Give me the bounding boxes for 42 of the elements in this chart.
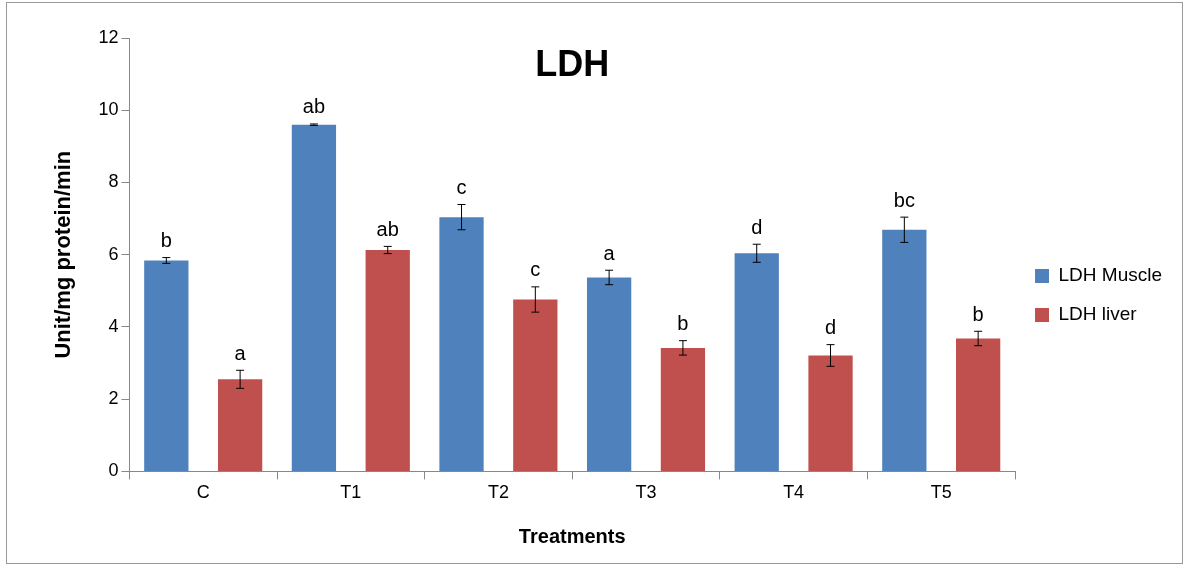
x-tick-label: C <box>196 482 210 503</box>
bar <box>291 124 337 471</box>
bar <box>586 277 632 471</box>
bar <box>882 229 927 471</box>
y-tick-label: 12 <box>98 26 119 47</box>
data-label: d <box>824 316 837 339</box>
bar <box>144 260 189 471</box>
y-tick-label: 8 <box>108 171 119 192</box>
data-label: b <box>160 229 172 252</box>
bar <box>439 217 484 471</box>
x-axis-title: Treatments <box>518 524 626 547</box>
bar <box>734 253 779 471</box>
data-label: a <box>603 241 616 264</box>
y-axis-title: Unit/mg protein/min <box>50 150 76 359</box>
y-tick-label: 10 <box>98 99 119 120</box>
legend-label: LDH Muscle <box>1058 264 1163 286</box>
chart-title: LDH <box>535 42 610 84</box>
x-tick-label: T4 <box>783 482 805 503</box>
legend-label: LDH liver <box>1058 303 1138 325</box>
y-tick-label: 0 <box>108 460 119 481</box>
x-tick-label: T1 <box>340 482 362 503</box>
bar <box>955 338 1001 471</box>
y-tick-label: 4 <box>108 315 119 336</box>
data-label: b <box>972 302 984 325</box>
data-label: d <box>751 215 763 238</box>
data-label: ab <box>302 95 326 118</box>
x-tick-label: T2 <box>487 482 509 503</box>
bar <box>217 379 263 471</box>
x-tick-label: T3 <box>635 482 657 503</box>
data-label: c <box>530 258 541 281</box>
bar <box>808 355 853 471</box>
bar <box>660 347 706 471</box>
bar <box>365 250 410 471</box>
x-tick-label: T5 <box>930 482 952 503</box>
y-tick-label: 6 <box>108 243 119 264</box>
data-label: a <box>234 341 247 364</box>
y-tick-label: 2 <box>108 388 119 409</box>
bar <box>513 299 558 471</box>
data-label: ab <box>376 217 399 240</box>
data-label: bc <box>893 188 915 211</box>
data-label: c <box>456 176 467 199</box>
data-label: b <box>677 312 689 335</box>
